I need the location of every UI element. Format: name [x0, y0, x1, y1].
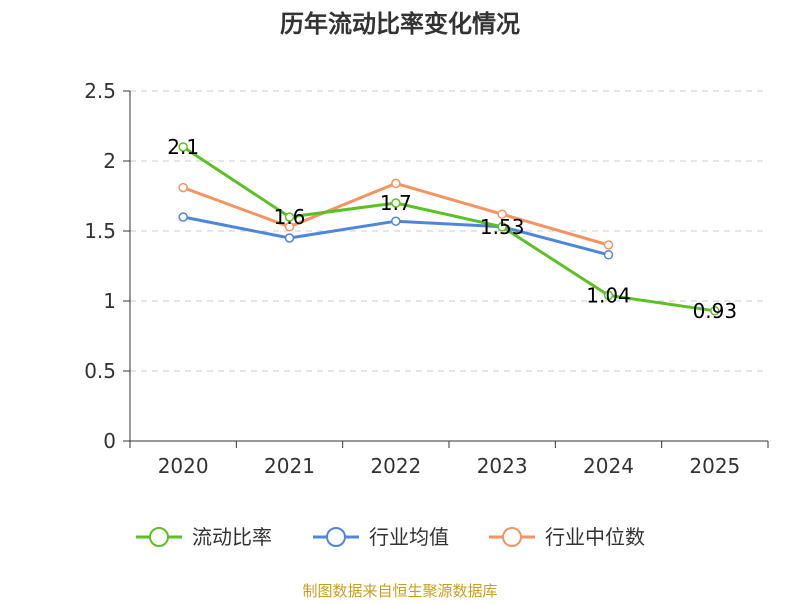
data-label: 2.1 — [167, 135, 199, 159]
source-note: 制图数据来自恒生聚源数据库 — [302, 582, 497, 600]
data-point — [284, 233, 295, 243]
legend-item[interactable]: 流动比率 — [136, 525, 272, 549]
data-point — [284, 212, 295, 222]
data-point — [603, 290, 614, 301]
legend-label: 流动比率 — [192, 525, 272, 549]
legend-marker — [326, 527, 346, 547]
legend-item[interactable]: 行业中位数 — [489, 525, 645, 549]
y-tick-label: 1 — [103, 289, 116, 313]
axes: 0 0.5 1 1.5 2 2.5 2020 2021 2022 2023 2024 2025 — [84, 79, 769, 478]
y-tick-label: 0 — [103, 429, 116, 453]
legend-marker — [502, 527, 522, 547]
data-point — [391, 216, 401, 226]
x-tick-label: 2020 — [158, 454, 209, 478]
legend-item[interactable]: 行业均值 — [313, 525, 449, 549]
legend: 流动比率 行业均值 行业中位数 — [136, 525, 645, 549]
x-tick-label: 2025 — [689, 454, 740, 478]
data-point — [391, 198, 401, 208]
x-tick-label: 2024 — [583, 454, 634, 478]
data-point — [178, 182, 188, 193]
data-label: 1.04 — [586, 283, 631, 307]
y-tick-label: 2 — [103, 149, 116, 173]
legend-marker — [149, 527, 169, 547]
chart-title: 历年流动比率变化情况 — [280, 10, 520, 38]
data-point — [710, 306, 720, 316]
series-line — [182, 145, 716, 313]
data-label: 1.53 — [480, 215, 525, 239]
data-label: 1.7 — [380, 191, 412, 215]
data-point — [178, 142, 188, 152]
data-labels: 2.1 1.6 1.7 1.53 1.04 0.93 — [167, 135, 737, 323]
data-point — [391, 178, 401, 189]
y-tick-label: 2.5 — [84, 79, 116, 103]
grid — [130, 90, 768, 372]
data-label: 1.6 — [274, 205, 306, 229]
series-layer — [178, 142, 720, 316]
y-tick-label: 1.5 — [84, 219, 116, 243]
x-tick-label: 2022 — [370, 454, 421, 478]
data-point — [603, 240, 614, 250]
x-tick-label: 2023 — [477, 454, 528, 478]
x-tick-label: 2021 — [264, 454, 315, 478]
data-point — [603, 250, 614, 260]
data-point — [178, 212, 188, 222]
data-point — [497, 209, 507, 219]
data-label: 0.93 — [693, 299, 738, 323]
legend-label: 行业均值 — [369, 525, 449, 549]
y-tick-label: 0.5 — [84, 359, 116, 383]
data-point — [284, 222, 295, 232]
data-point — [497, 222, 507, 232]
legend-label: 行业中位数 — [545, 525, 645, 549]
